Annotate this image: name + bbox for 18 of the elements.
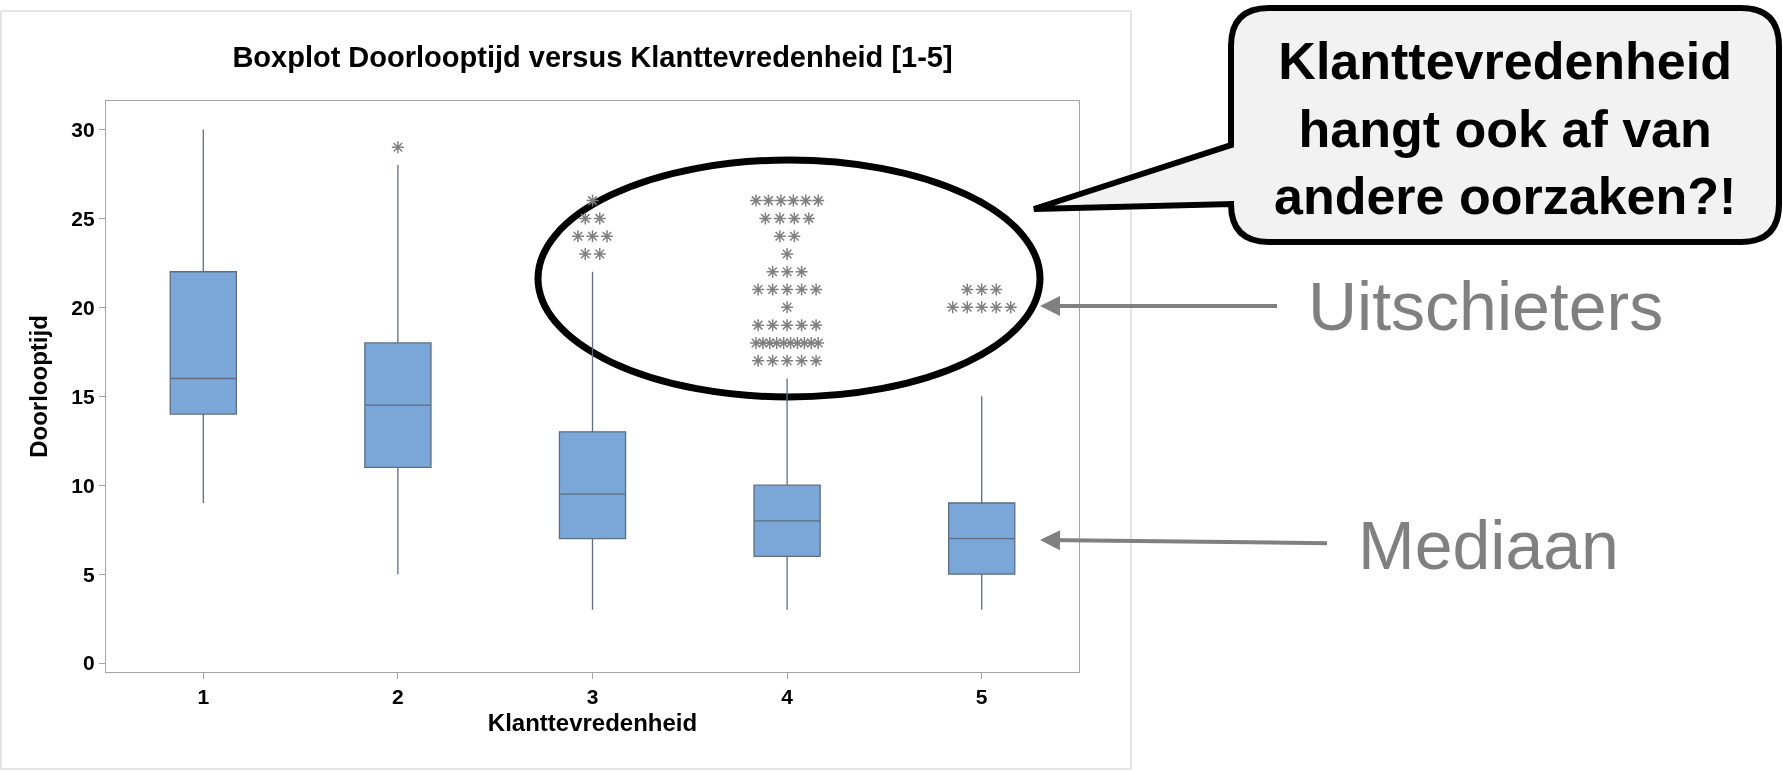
x-tick-label: 5 [975, 685, 988, 709]
x-tick-label: 1 [197, 685, 210, 709]
y-tick-label: 5 [83, 562, 96, 586]
text: Klanttevredenheid hangt ook af van andere oorzaken?! [1274, 32, 1737, 226]
x-tick-label: 2 [392, 685, 404, 709]
x-axis-title: Klanttevredenheid [487, 708, 698, 736]
y-tick-label: 0 [83, 651, 95, 675]
y-tick-label: 10 [71, 473, 95, 497]
text: Uitschieters [1308, 268, 1664, 344]
y-tick-label: 15 [71, 384, 96, 408]
chart-title: Boxplot Doorlooptijd versus Klanttevredenheid [1-5] [232, 41, 953, 74]
y-tick-label: 25 [71, 206, 96, 230]
x-tick-label: 3 [586, 685, 599, 709]
y-tick-label: 20 [71, 295, 95, 319]
y-tick-label: 30 [71, 117, 95, 141]
text: Mediaan [1358, 507, 1619, 583]
x-tick-label: 4 [781, 685, 794, 709]
y-axis-title: Doorlooptijd [25, 315, 53, 458]
